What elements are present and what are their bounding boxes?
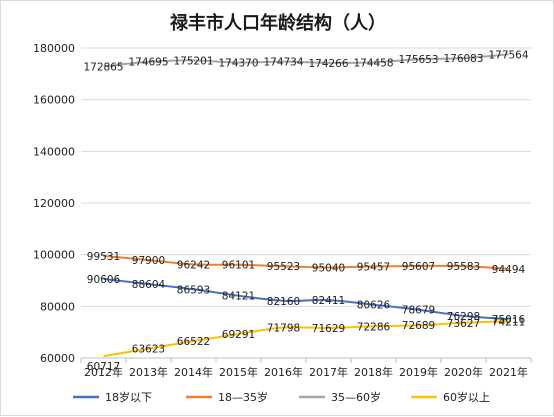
data-label: 86593 (177, 284, 210, 296)
x-axis-ticks: 2012年 2013年 2014年 2015年 2016年 2017年 2018年 2019年… (80, 358, 532, 379)
x-tick-label: 2014年 (174, 365, 213, 379)
data-label: 84121 (222, 291, 255, 303)
x-tick-label: 2017年 (309, 365, 348, 379)
y-tick-label: 100000 (33, 249, 75, 262)
chart-title: 禄丰市人口年龄结构（人） (170, 12, 386, 34)
x-tick-label: 2018年 (354, 365, 393, 379)
legend: 18岁以下 18—35岁 35—60岁 60岁以上 (73, 390, 490, 404)
data-label: 95457 (357, 261, 390, 273)
data-label: 72689 (402, 320, 435, 332)
data-label: 82160 (267, 296, 300, 308)
data-label: 175201 (173, 55, 213, 67)
data-label: 60717 (87, 361, 120, 373)
x-tick-label: 2015年 (219, 365, 258, 379)
data-label: 95040 (312, 262, 345, 274)
data-label: 174458 (353, 57, 393, 69)
y-tick-label: 160000 (33, 94, 75, 107)
data-label: 66522 (177, 336, 210, 348)
legend-entry: 35—60岁 (331, 390, 381, 404)
y-tick-label: 140000 (33, 145, 75, 158)
data-label: 95583 (447, 261, 480, 273)
data-label: 71798 (267, 323, 300, 335)
data-label: 95523 (267, 261, 300, 273)
data-label: 69291 (222, 329, 255, 341)
data-label: 174734 (263, 57, 303, 69)
legend-entry: 18—35岁 (218, 390, 268, 404)
data-label: 96101 (222, 260, 255, 272)
data-label: 74211 (492, 316, 525, 328)
data-label: 177564 (488, 49, 528, 61)
series-lines (103, 53, 509, 358)
data-label: 174266 (308, 58, 348, 70)
data-label: 71629 (312, 323, 345, 335)
data-label: 97900 (132, 255, 165, 267)
y-tick-label: 180000 (33, 42, 75, 55)
x-tick-label: 2020年 (444, 365, 483, 379)
data-label: 99531 (87, 251, 120, 263)
data-label: 73627 (447, 318, 480, 330)
data-label: 90606 (87, 274, 121, 286)
data-label: 174370 (218, 58, 258, 70)
x-tick-label: 2013年 (129, 365, 168, 379)
series-line-3 (103, 320, 509, 358)
legend-entry: 60岁以上 (443, 390, 490, 404)
x-tick-label: 2019年 (399, 365, 438, 379)
legend-entry: 18岁以下 (105, 390, 152, 404)
series-line-0 (103, 277, 509, 321)
data-labels: 90606 88604 86593 84121 82160 82411 80626 78679… (83, 49, 528, 373)
data-label: 172865 (83, 61, 123, 73)
data-label: 78679 (402, 305, 435, 317)
data-label: 72286 (357, 321, 391, 333)
data-label: 63623 (132, 344, 165, 356)
data-label: 176083 (443, 53, 483, 65)
x-tick-label: 2016年 (264, 365, 303, 379)
data-label: 96242 (177, 259, 210, 271)
y-tick-label: 120000 (33, 197, 75, 210)
data-label: 75016 (492, 314, 526, 326)
data-label: 175653 (398, 54, 438, 66)
data-label: 95607 (402, 261, 435, 273)
y-tick-label: 60000 (40, 352, 75, 365)
data-label: 80626 (357, 300, 391, 312)
gridlines (81, 47, 531, 359)
data-label: 88604 (132, 279, 166, 291)
x-tick-label: 2021年 (489, 365, 528, 379)
data-label: 76298 (447, 311, 480, 323)
x-tick-label: 2012年 (84, 365, 123, 379)
data-label: 94494 (492, 264, 526, 276)
series-line-2 (103, 53, 509, 68)
data-label: 174695 (128, 57, 168, 69)
series-line-1 (103, 254, 509, 270)
y-axis-ticks: 60000 80000 100000 120000 140000 160000 180000 (33, 42, 75, 365)
y-tick-label: 80000 (40, 300, 75, 313)
data-label: 82411 (312, 295, 345, 307)
